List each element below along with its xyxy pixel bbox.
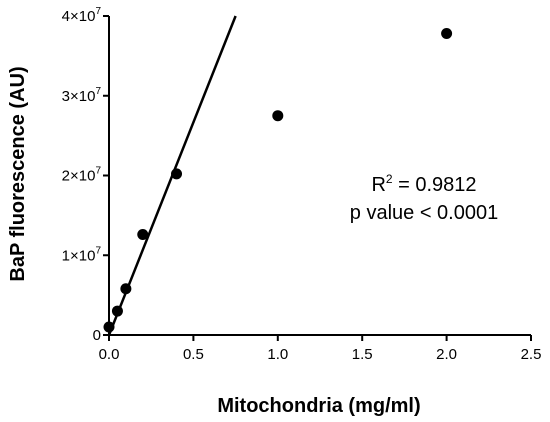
data-point (171, 168, 183, 180)
y-tick-mantissa: 1×10 (62, 247, 96, 264)
x-axis-title: Mitochondria (mg/ml) (217, 395, 420, 417)
y-tick-exponent: 7 (95, 245, 101, 256)
x-tick-label: 2.5 (521, 346, 542, 363)
y-tick-exponent: 7 (95, 86, 101, 97)
y-tick-mantissa: 0 (93, 327, 101, 344)
x-tick-label: 0.5 (183, 346, 204, 363)
r-squared-annotation: R2 = 0.9812 (371, 172, 476, 196)
y-tick-mantissa: 4×10 (62, 8, 96, 25)
r-squared-label: R (371, 174, 385, 196)
data-point (111, 305, 123, 317)
y-tick-exponent: 7 (95, 166, 101, 177)
x-tick-label: 1.5 (352, 346, 373, 363)
y-tick-label: 4×107 (62, 6, 102, 25)
data-point (120, 283, 132, 295)
y-tick-label: 1×107 (62, 245, 102, 264)
y-tick-label: 0 (93, 327, 101, 344)
p-value-annotation: p value < 0.0001 (350, 202, 498, 224)
r-squared-value: = 0.9812 (393, 174, 477, 196)
x-tick-label: 1.0 (267, 346, 288, 363)
y-tick-mantissa: 3×10 (62, 88, 96, 105)
r-squared-superscript: 2 (386, 172, 393, 186)
data-point (272, 110, 284, 122)
y-tick-label: 2×107 (62, 166, 102, 185)
data-point (441, 28, 453, 40)
y-tick-exponent: 7 (95, 6, 101, 17)
y-axis-title: BaP fluorescence (AU) (7, 66, 29, 281)
y-tick-mantissa: 2×10 (62, 168, 96, 185)
data-point (137, 229, 149, 241)
x-tick-label: 0.0 (99, 346, 120, 363)
data-points (103, 28, 453, 333)
x-tick-label: 2.0 (436, 346, 457, 363)
data-point (103, 321, 115, 333)
y-tick-label: 3×107 (62, 86, 102, 105)
